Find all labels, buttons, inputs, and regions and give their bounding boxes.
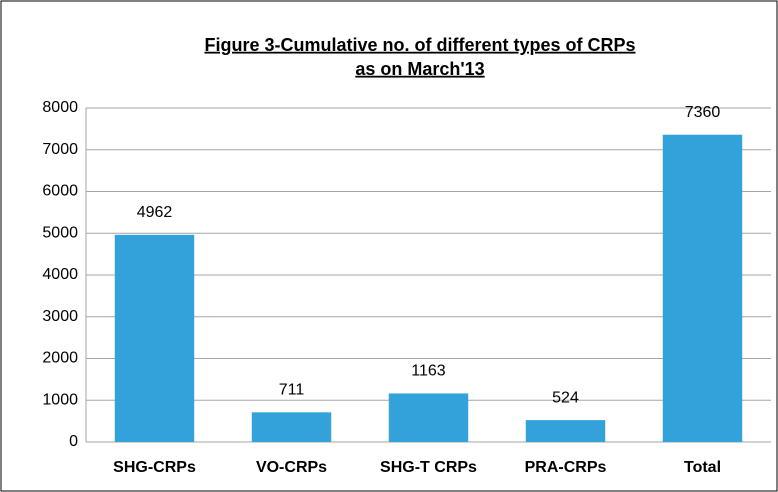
bar (114, 234, 195, 442)
chart-title: as on March'13 (355, 59, 484, 79)
x-tick-label: SHG-T CRPs (380, 459, 477, 476)
x-tick-label: SHG-CRPs (113, 459, 196, 476)
data-label: 711 (279, 382, 305, 399)
y-tick-label: 1000 (42, 391, 78, 408)
y-tick-label: 6000 (42, 183, 78, 200)
y-tick-label: 2000 (42, 350, 78, 367)
y-tick-label: 5000 (42, 224, 78, 241)
x-tick-label: Total (684, 459, 721, 476)
x-tick-label: PRA-CRPs (525, 459, 607, 476)
x-tick-label: VO-CRPs (256, 459, 327, 476)
y-tick-label: 8000 (42, 99, 78, 116)
bar (388, 393, 469, 442)
bar (251, 412, 332, 442)
data-label: 4962 (137, 204, 173, 221)
data-label: 524 (552, 389, 579, 406)
bar (525, 420, 606, 442)
y-tick-label: 4000 (42, 266, 78, 283)
bar (662, 134, 743, 442)
y-tick-label: 7000 (42, 141, 78, 158)
data-label: 7360 (685, 104, 721, 121)
y-tick-label: 0 (69, 433, 78, 450)
chart-title: Figure 3-Cumulative no. of different typ… (204, 35, 635, 55)
data-label: 1163 (411, 363, 446, 380)
y-tick-label: 3000 (42, 308, 78, 325)
